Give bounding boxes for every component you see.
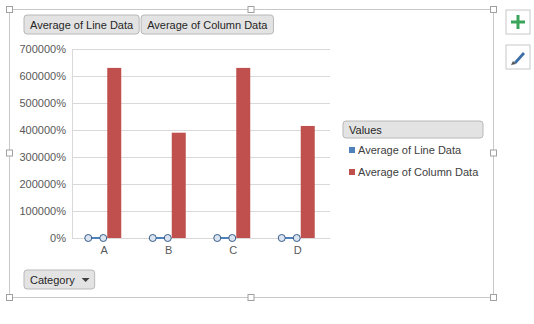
resize-handle[interactable]: [491, 295, 497, 301]
chart: 0% 100000% 200000% 300000% 400000% 500000% 600…: [0, 0, 534, 324]
x-tick-label: B: [165, 244, 172, 256]
y-tick-label: 300000%: [20, 151, 67, 163]
y-tick-label: 400000%: [20, 124, 67, 136]
dropdown-arrow[interactable]: [82, 278, 90, 282]
legend-label: Average of Line Data: [358, 144, 462, 156]
add-element-button[interactable]: [506, 10, 530, 34]
x-axis-line: [73, 238, 331, 239]
y-tick: 100000%: [20, 205, 73, 217]
button-box[interactable]: [506, 10, 530, 34]
bar: [301, 126, 315, 238]
grid-line: [72, 238, 330, 239]
x-tick-label: D: [294, 244, 302, 256]
button-box[interactable]: [506, 45, 530, 69]
resize-handle[interactable]: [7, 7, 13, 13]
legend: Values Average of Line Data Average of Col…: [343, 121, 483, 178]
legend-swatch: [349, 147, 355, 153]
resize-handle[interactable]: [491, 7, 497, 13]
button-label[interactable]: Average of Column Data: [147, 19, 268, 31]
field-button[interactable]: Average of Column Data: [141, 15, 273, 34]
marker: [85, 235, 92, 242]
button-box[interactable]: [24, 270, 95, 289]
resize-handle[interactable]: [7, 150, 13, 156]
y-tick: 700000%: [20, 43, 73, 55]
y-axis-line: [72, 50, 73, 239]
x-tick-label: C: [229, 244, 237, 256]
plot-marks: [85, 68, 315, 242]
legend-title[interactable]: Values: [349, 124, 382, 136]
button-box[interactable]: [24, 15, 139, 34]
button-box[interactable]: [141, 15, 273, 34]
marker: [149, 235, 156, 242]
x-axis: A B C D: [73, 238, 331, 256]
button-label[interactable]: Average of Line Data: [30, 19, 134, 31]
y-tick-label: 0%: [50, 232, 66, 244]
resize-handle[interactable]: [248, 7, 254, 13]
bar: [236, 68, 250, 238]
field-button[interactable]: Average of Line Data: [24, 15, 139, 34]
legend-title-box[interactable]: [343, 121, 483, 138]
y-tick-label: 600000%: [20, 70, 67, 82]
x-tick-label: A: [101, 244, 109, 256]
y-tick-label: 100000%: [20, 205, 67, 217]
style-button[interactable]: [506, 45, 530, 69]
marker: [278, 235, 285, 242]
marker: [214, 235, 221, 242]
legend-swatch: [349, 169, 355, 175]
brush-tip[interactable]: [511, 61, 516, 65]
marker: [293, 235, 300, 242]
y-tick-label: 500000%: [20, 97, 67, 109]
marker: [164, 235, 171, 242]
axis-field-button[interactable]: Category: [24, 270, 95, 289]
resize-handle[interactable]: [7, 295, 13, 301]
button-label[interactable]: Category: [30, 274, 75, 286]
resize-handle[interactable]: [248, 295, 254, 301]
legend-label: Average of Column Data: [358, 166, 479, 178]
y-tick: 600000%: [20, 70, 73, 82]
bar: [107, 68, 121, 238]
brush-icon[interactable]: [514, 52, 525, 64]
y-tick: 400000%: [20, 124, 73, 136]
background: [0, 0, 534, 324]
y-tick: 300000%: [20, 151, 73, 163]
y-axis: 0% 100000% 200000% 300000% 400000% 500000% 600…: [20, 43, 73, 244]
y-tick: 500000%: [20, 97, 73, 109]
chart-frame: [10, 10, 494, 298]
marker: [229, 235, 236, 242]
y-tick-label: 200000%: [20, 178, 67, 190]
bar: [172, 133, 186, 238]
plus-icon[interactable]: [511, 15, 525, 29]
series-1: [107, 68, 315, 238]
y-tick: 200000%: [20, 178, 73, 190]
marker: [100, 235, 107, 242]
grid-line: [72, 49, 330, 50]
grid: [72, 50, 330, 239]
resize-handle[interactable]: [491, 150, 497, 156]
y-tick-label: 700000%: [20, 43, 67, 55]
y-tick: 0%: [50, 232, 72, 244]
